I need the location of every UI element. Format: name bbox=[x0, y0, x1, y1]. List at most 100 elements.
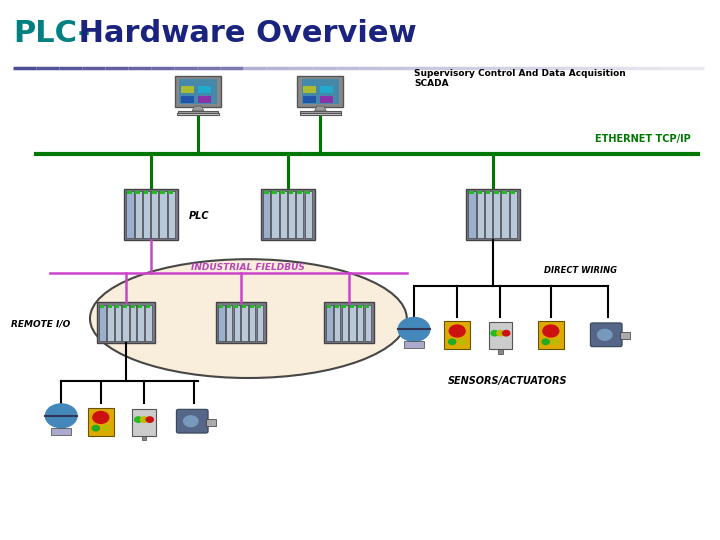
Bar bbox=[469, 191, 474, 194]
Bar bbox=[342, 305, 346, 308]
Circle shape bbox=[146, 417, 153, 422]
FancyBboxPatch shape bbox=[135, 191, 142, 238]
FancyBboxPatch shape bbox=[206, 418, 216, 426]
Circle shape bbox=[449, 339, 456, 345]
FancyBboxPatch shape bbox=[124, 189, 179, 240]
Circle shape bbox=[542, 339, 549, 345]
Bar bbox=[272, 191, 277, 194]
Circle shape bbox=[595, 327, 615, 342]
FancyBboxPatch shape bbox=[477, 191, 484, 238]
Bar bbox=[145, 305, 150, 308]
FancyBboxPatch shape bbox=[107, 305, 114, 341]
Circle shape bbox=[93, 411, 109, 423]
Circle shape bbox=[497, 330, 504, 336]
FancyBboxPatch shape bbox=[404, 341, 424, 348]
Circle shape bbox=[552, 339, 559, 345]
FancyBboxPatch shape bbox=[168, 191, 175, 238]
FancyBboxPatch shape bbox=[127, 191, 134, 238]
Bar bbox=[365, 305, 369, 308]
FancyBboxPatch shape bbox=[300, 113, 341, 115]
FancyBboxPatch shape bbox=[178, 111, 218, 113]
FancyBboxPatch shape bbox=[357, 305, 364, 341]
FancyBboxPatch shape bbox=[249, 305, 256, 341]
Circle shape bbox=[459, 339, 466, 345]
FancyBboxPatch shape bbox=[216, 302, 266, 343]
Bar bbox=[297, 191, 302, 194]
Text: Supervisory Control And Data Acquisition
SCADA: Supervisory Control And Data Acquisition… bbox=[414, 69, 626, 88]
Polygon shape bbox=[315, 106, 326, 111]
FancyBboxPatch shape bbox=[620, 332, 630, 339]
FancyBboxPatch shape bbox=[145, 305, 151, 341]
Bar bbox=[123, 305, 127, 308]
FancyBboxPatch shape bbox=[288, 191, 295, 238]
FancyBboxPatch shape bbox=[489, 322, 512, 349]
Bar bbox=[219, 305, 223, 308]
Circle shape bbox=[491, 330, 498, 336]
FancyBboxPatch shape bbox=[302, 79, 339, 104]
Bar bbox=[486, 191, 490, 194]
FancyBboxPatch shape bbox=[198, 86, 211, 93]
FancyBboxPatch shape bbox=[590, 323, 622, 347]
FancyBboxPatch shape bbox=[181, 96, 194, 103]
FancyBboxPatch shape bbox=[99, 305, 106, 341]
FancyBboxPatch shape bbox=[510, 191, 517, 238]
Bar bbox=[234, 305, 238, 308]
FancyBboxPatch shape bbox=[324, 302, 374, 343]
FancyBboxPatch shape bbox=[320, 86, 333, 93]
FancyBboxPatch shape bbox=[469, 191, 476, 238]
FancyBboxPatch shape bbox=[142, 435, 146, 440]
Bar bbox=[494, 191, 498, 194]
FancyBboxPatch shape bbox=[364, 305, 372, 341]
Circle shape bbox=[181, 414, 201, 429]
FancyBboxPatch shape bbox=[218, 305, 225, 341]
FancyBboxPatch shape bbox=[233, 305, 240, 341]
FancyBboxPatch shape bbox=[256, 305, 264, 341]
FancyBboxPatch shape bbox=[130, 305, 136, 341]
Text: PLC-: PLC- bbox=[13, 19, 90, 48]
Text: INDUSTRIAL FIELDBUS: INDUSTRIAL FIELDBUS bbox=[192, 263, 305, 272]
Bar bbox=[327, 305, 331, 308]
Circle shape bbox=[449, 325, 465, 337]
FancyBboxPatch shape bbox=[175, 76, 221, 107]
Circle shape bbox=[102, 426, 109, 431]
Text: DIRECT WIRING: DIRECT WIRING bbox=[544, 266, 616, 275]
FancyBboxPatch shape bbox=[303, 86, 316, 93]
FancyBboxPatch shape bbox=[271, 191, 279, 238]
Bar bbox=[305, 191, 310, 194]
Bar bbox=[160, 191, 165, 194]
FancyBboxPatch shape bbox=[138, 305, 144, 341]
Bar bbox=[227, 305, 230, 308]
Circle shape bbox=[503, 330, 510, 336]
Bar bbox=[477, 191, 482, 194]
FancyBboxPatch shape bbox=[305, 191, 312, 238]
FancyBboxPatch shape bbox=[226, 305, 233, 341]
FancyBboxPatch shape bbox=[297, 191, 304, 238]
Bar bbox=[250, 305, 253, 308]
FancyBboxPatch shape bbox=[176, 409, 208, 433]
Bar bbox=[143, 191, 148, 194]
Bar bbox=[503, 191, 507, 194]
FancyBboxPatch shape bbox=[151, 191, 158, 238]
Bar bbox=[289, 191, 294, 194]
Bar bbox=[100, 305, 104, 308]
FancyBboxPatch shape bbox=[280, 191, 287, 238]
FancyBboxPatch shape bbox=[349, 305, 356, 341]
FancyBboxPatch shape bbox=[143, 191, 150, 238]
FancyBboxPatch shape bbox=[320, 96, 333, 103]
Bar bbox=[358, 305, 361, 308]
FancyBboxPatch shape bbox=[264, 191, 271, 238]
FancyBboxPatch shape bbox=[493, 191, 500, 238]
Circle shape bbox=[398, 318, 430, 341]
FancyBboxPatch shape bbox=[122, 305, 129, 341]
Circle shape bbox=[184, 416, 198, 427]
Bar bbox=[281, 191, 285, 194]
Ellipse shape bbox=[90, 259, 407, 378]
Bar bbox=[138, 305, 142, 308]
Text: SENSORS/ACTUATORS: SENSORS/ACTUATORS bbox=[448, 376, 567, 386]
FancyBboxPatch shape bbox=[241, 305, 248, 341]
FancyBboxPatch shape bbox=[97, 302, 155, 343]
Circle shape bbox=[598, 329, 612, 340]
Text: PLC: PLC bbox=[189, 211, 209, 221]
Bar bbox=[130, 305, 135, 308]
Bar bbox=[108, 305, 112, 308]
